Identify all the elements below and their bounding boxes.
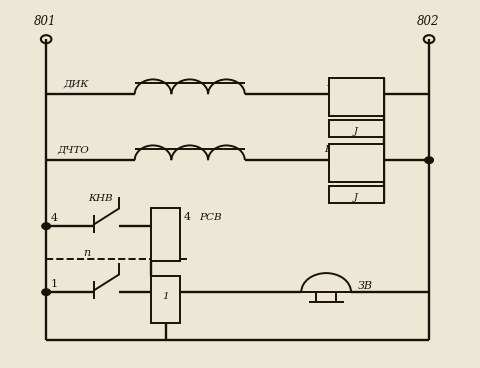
FancyBboxPatch shape — [328, 78, 384, 116]
FancyBboxPatch shape — [328, 120, 384, 137]
FancyBboxPatch shape — [328, 144, 384, 182]
Circle shape — [42, 289, 50, 296]
Text: КНВ: КНВ — [88, 194, 113, 203]
Text: ДИК: ДИК — [63, 79, 88, 88]
Text: ЗВ: ЗВ — [358, 281, 373, 291]
Text: J: J — [354, 127, 358, 136]
Circle shape — [425, 157, 433, 163]
Text: 802: 802 — [417, 14, 440, 28]
Text: 1: 1 — [163, 293, 169, 301]
Text: РИК: РИК — [326, 79, 350, 88]
Text: 1: 1 — [51, 279, 58, 289]
Text: РТО: РТО — [324, 145, 346, 154]
Text: РСВ: РСВ — [199, 213, 222, 222]
Text: п: п — [84, 248, 91, 258]
FancyBboxPatch shape — [328, 186, 384, 204]
Circle shape — [42, 223, 50, 230]
Text: 801: 801 — [34, 14, 57, 28]
FancyBboxPatch shape — [152, 276, 180, 323]
Text: 4: 4 — [51, 213, 58, 223]
FancyBboxPatch shape — [152, 208, 180, 261]
Text: J: J — [354, 193, 358, 202]
Text: 4: 4 — [184, 212, 191, 222]
Text: ДЧТО: ДЧТО — [57, 145, 89, 154]
